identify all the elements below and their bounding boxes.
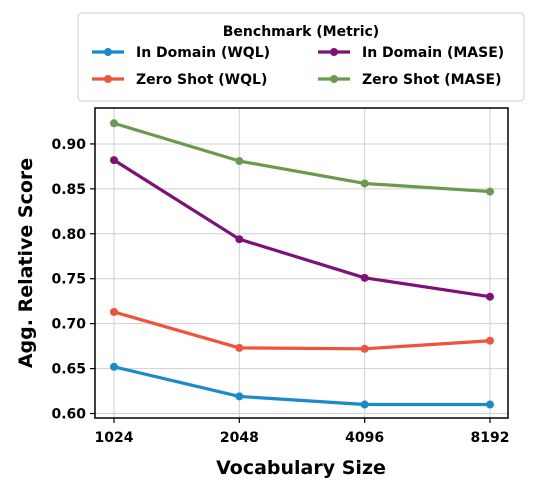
data-point	[235, 343, 244, 352]
x-tick-label: 1024	[95, 430, 134, 446]
legend-label: In Domain (MASE)	[362, 45, 504, 61]
data-point	[110, 119, 118, 128]
data-point	[360, 273, 369, 282]
series-line	[113, 158, 491, 299]
legend-swatch-marker	[330, 75, 338, 83]
data-point	[486, 292, 494, 301]
x-tick-label: 8192	[471, 430, 510, 446]
data-point	[235, 392, 244, 401]
data-point	[360, 179, 369, 188]
legend-entry: In Domain (WQL)	[92, 45, 270, 61]
plot-area: 1024 2048 4096 8192 0.60 0.65 0.70 0.75 0.80 0.8…	[51, 107, 510, 446]
series-line	[113, 121, 491, 194]
y-axis-title: Agg. Relative Score	[15, 158, 37, 368]
series-zero-shot-wql	[110, 307, 494, 353]
y-tick-label: 0.65	[51, 362, 86, 378]
legend-label: In Domain (WQL)	[136, 45, 270, 61]
series-line	[113, 365, 490, 407]
data-point	[110, 156, 118, 165]
y-tick-label: 0.60	[51, 407, 86, 423]
legend-swatch-marker	[104, 75, 112, 83]
data-point	[486, 336, 494, 345]
series-layer	[110, 119, 494, 409]
y-tick-label: 0.85	[51, 182, 86, 198]
series-line	[113, 310, 491, 351]
legend-swatch-marker	[104, 48, 112, 56]
legend: Benchmark (Metric) In Domain (WQL) Zero S…	[77, 12, 525, 102]
data-point	[486, 187, 494, 196]
legend-frame	[77, 12, 525, 102]
data-point	[486, 400, 494, 409]
data-point	[235, 235, 244, 244]
legend-entries: In Domain (WQL) Zero Shot (WQL) In Domain …	[92, 45, 504, 88]
grid-lines	[95, 108, 508, 418]
y-tick-label: 0.75	[51, 272, 86, 288]
data-point	[110, 362, 118, 371]
y-tick-label: 0.90	[51, 137, 86, 153]
legend-label: Zero Shot (MASE)	[362, 72, 502, 88]
data-point	[110, 307, 118, 316]
legend-title: Benchmark (Metric)	[223, 24, 379, 40]
series-in-domain-wql	[110, 362, 494, 409]
legend-swatch-marker	[330, 48, 338, 56]
series-zero-shot-mase	[110, 119, 494, 196]
legend-entry: Zero Shot (WQL)	[92, 72, 267, 88]
x-tick-label: 4096	[345, 430, 384, 446]
plot-frame	[94, 107, 509, 419]
x-axis-title: Vocabulary Size	[216, 457, 386, 479]
legend-label: Zero Shot (WQL)	[136, 72, 267, 88]
y-axis-ticks: 0.60 0.65 0.70 0.75 0.80 0.85 0.90	[51, 137, 95, 423]
x-tick-label: 2048	[220, 430, 259, 446]
legend-entry: Zero Shot (MASE)	[318, 72, 502, 88]
legend-entry: In Domain (MASE)	[318, 45, 504, 61]
series-in-domain-mase	[110, 156, 494, 301]
data-point	[235, 157, 244, 166]
x-axis-ticks: 1024 2048 4096 8192	[95, 418, 510, 446]
data-point	[360, 400, 369, 409]
y-tick-label: 0.70	[51, 317, 86, 333]
data-point	[360, 344, 369, 353]
y-tick-label: 0.80	[51, 227, 86, 243]
